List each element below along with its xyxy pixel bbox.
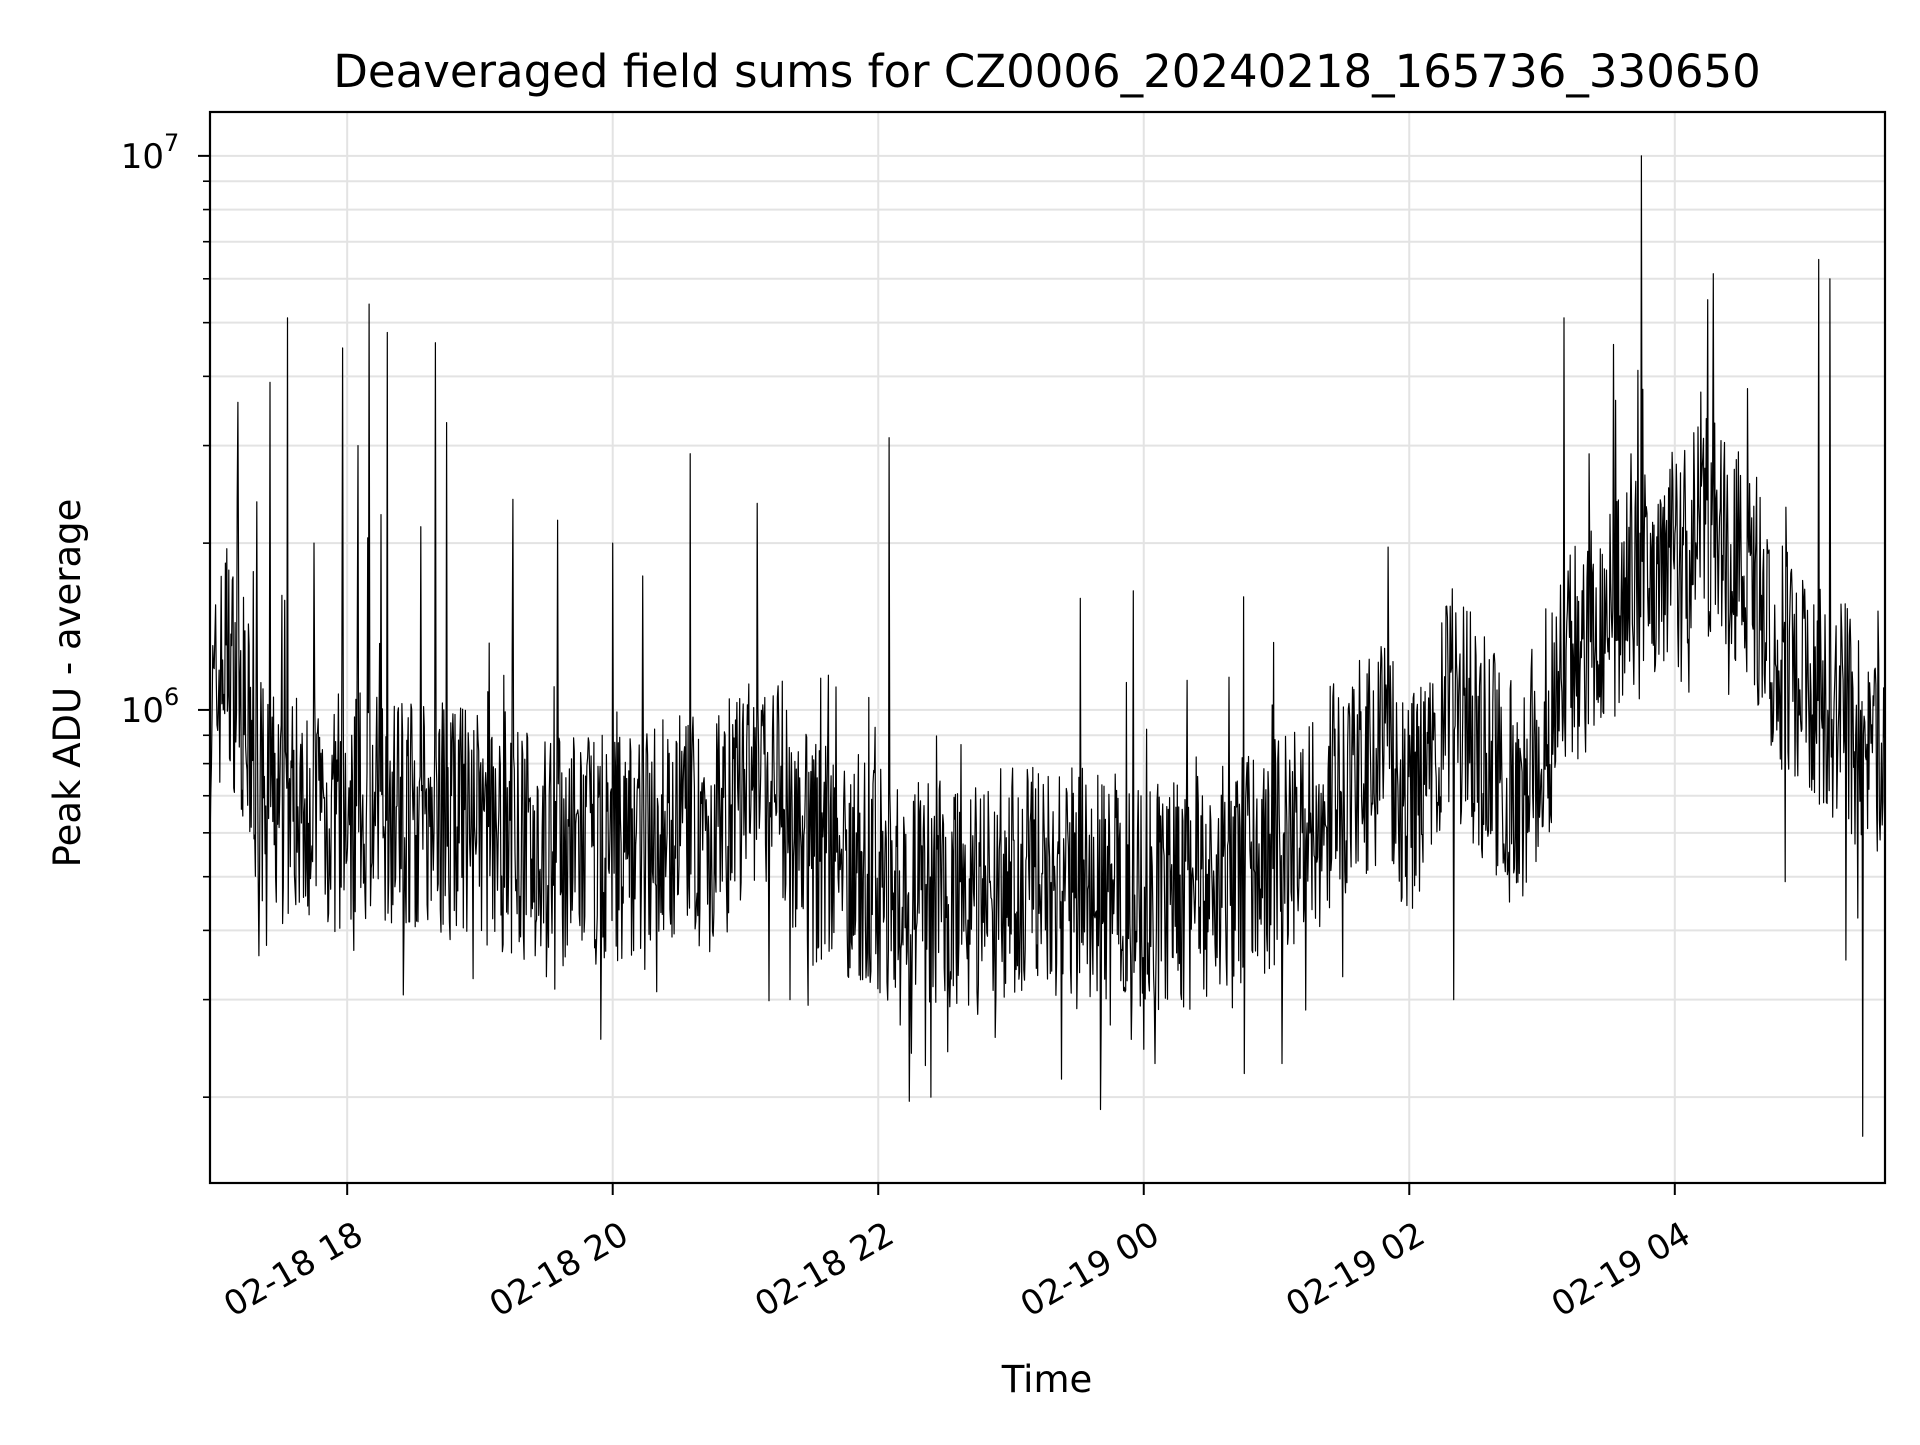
series-layer: [209, 155, 1886, 1137]
chart-title: Deaveraged field sums for CZ0006_2024021…: [333, 45, 1760, 98]
y-axis-label: Peak ADU - average: [46, 499, 89, 868]
x-axis-label: Time: [1001, 1358, 1093, 1401]
y-tick-label: 106: [121, 683, 180, 731]
plot-frame: [208, 110, 1887, 1185]
series-line: [209, 155, 1886, 1137]
y-tick-label: 107: [121, 129, 180, 177]
y-axis-ticks: 106 107: [121, 129, 210, 1098]
